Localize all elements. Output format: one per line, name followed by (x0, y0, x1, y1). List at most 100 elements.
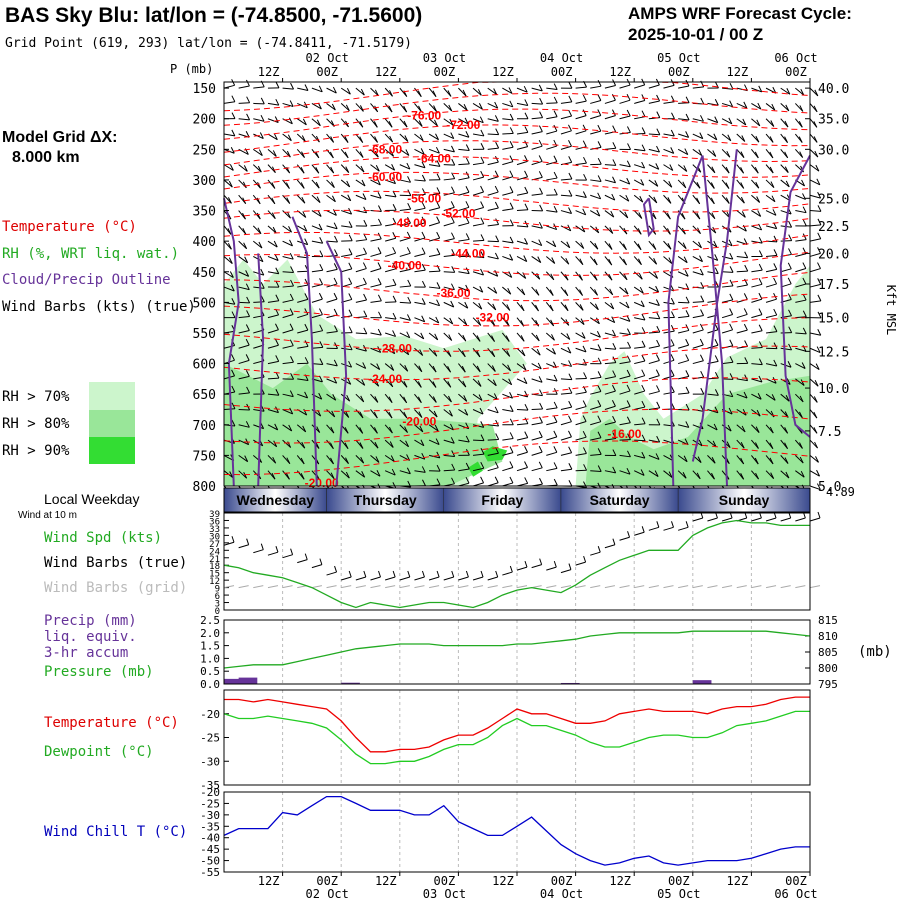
wind-barb-flag (685, 113, 690, 121)
wind-barb-flag (465, 171, 470, 179)
wind-barb-flag (389, 90, 393, 97)
wind-barb (458, 206, 470, 212)
wind-barb-flag (524, 431, 529, 438)
wind-barb (429, 286, 441, 289)
wind-barb (634, 84, 645, 89)
wind-barb (809, 470, 820, 477)
wind-barb (516, 240, 528, 245)
wind-barb-flag (626, 400, 631, 407)
wind-barb-grid (736, 585, 747, 589)
wind-barb-flag (685, 310, 690, 317)
wind-barb-flag (579, 289, 584, 296)
wind-barb-flag (743, 323, 748, 331)
wind-barb-flag (594, 303, 599, 310)
wind-barb-flag (771, 394, 776, 401)
wind-barb (751, 330, 763, 334)
wind-barb (780, 210, 792, 215)
wind-barb-flag (684, 438, 689, 445)
wind-barb-flag (756, 409, 761, 417)
wind-barb-flag (551, 257, 556, 264)
wind-barb-flag (700, 387, 705, 395)
wind-barb (634, 164, 645, 169)
wind-barb (282, 133, 292, 142)
wind-barb-true (560, 569, 572, 574)
wind-barb-flag (815, 456, 819, 463)
wind-barb (766, 254, 778, 257)
wind-barb-flag (333, 222, 338, 229)
wind-barb (633, 210, 643, 219)
wind-barb-flag (258, 149, 263, 156)
wind-barb (355, 194, 367, 200)
wind-barb-flag (229, 471, 234, 478)
wind-barb (282, 329, 294, 334)
wind-barb-true-flag (451, 570, 455, 578)
wind-barb-flag (597, 385, 602, 392)
weekday-label: Friday (481, 492, 523, 508)
wind-barb (795, 470, 805, 478)
wind-barb-flag (509, 446, 514, 453)
wind-barb-flag (523, 377, 528, 384)
wind-barb-grid (604, 585, 615, 589)
wind-barb (252, 164, 262, 173)
wind-barb-flag (553, 430, 558, 438)
wind-barb-flag (477, 89, 482, 96)
wind-barb (736, 424, 746, 433)
wind-barb (443, 133, 454, 140)
y-tick-label: 2.0 (200, 627, 220, 640)
wind-barb (678, 286, 689, 291)
wind-barb-grid (780, 585, 791, 589)
weekday-title: Local Weekday (44, 491, 139, 507)
wind-barb-flag (448, 409, 453, 417)
wind-barb (619, 301, 630, 309)
wind-barb-flag (362, 277, 367, 285)
wind-barb-flag (319, 375, 323, 383)
wind-barb-flag (404, 426, 409, 433)
wind-barb-flag (802, 206, 807, 213)
wind-barb-flag (509, 236, 514, 244)
wind-barb (487, 147, 499, 150)
wind-barb (516, 347, 526, 357)
wind-barb (428, 301, 440, 307)
wind-barb (267, 255, 279, 261)
wind-barb-flag (637, 228, 642, 235)
wind-barb-true-flag (363, 570, 367, 578)
wind-barb-flag (389, 441, 394, 448)
wind-barb-flag (388, 121, 393, 128)
temperature-contour-label: -44.00 (451, 246, 485, 260)
wind-barb-flag (725, 197, 730, 204)
wind-barb (341, 283, 352, 288)
wind-barb-flag (817, 191, 822, 199)
wind-barb-flag (520, 335, 525, 342)
wind-barb-flag (757, 102, 762, 110)
wind-barb (707, 393, 719, 396)
wind-barb (326, 378, 337, 384)
wind-barb-flag (641, 451, 646, 459)
wind-barb-flag (509, 219, 514, 226)
wind-barb (311, 194, 321, 203)
wind-barb (604, 179, 616, 184)
wind-barb-flag (773, 235, 778, 243)
wind-barb (238, 424, 250, 428)
wind-barb-flag (656, 385, 660, 392)
wind-barb-flag (671, 311, 675, 318)
wind-barb-flag (817, 278, 822, 285)
wind-barb-flag (524, 477, 529, 484)
wind-barb-flag (246, 296, 251, 304)
wind-barb-flag (579, 258, 584, 265)
wind-barb-flag (333, 277, 338, 285)
wind-barb-flag (612, 415, 617, 423)
wind-barb (502, 452, 514, 456)
wind-barb-flag (495, 141, 500, 149)
precip-legend: Precip (mm) (44, 613, 137, 629)
wind-barb-flag (626, 369, 631, 377)
windchill-line (223, 795, 810, 866)
y-tick-label: -45 (200, 843, 220, 856)
wind-barb-flag (813, 427, 818, 434)
wind-barb (458, 468, 470, 472)
rh-70-label: RH > 70% (2, 389, 70, 405)
wind-barb (765, 118, 775, 127)
wind-barb-flag (348, 248, 353, 255)
wind-barb-flag (317, 102, 322, 110)
wind-barb-flag (304, 308, 309, 315)
wind-barb-flag (714, 371, 719, 379)
